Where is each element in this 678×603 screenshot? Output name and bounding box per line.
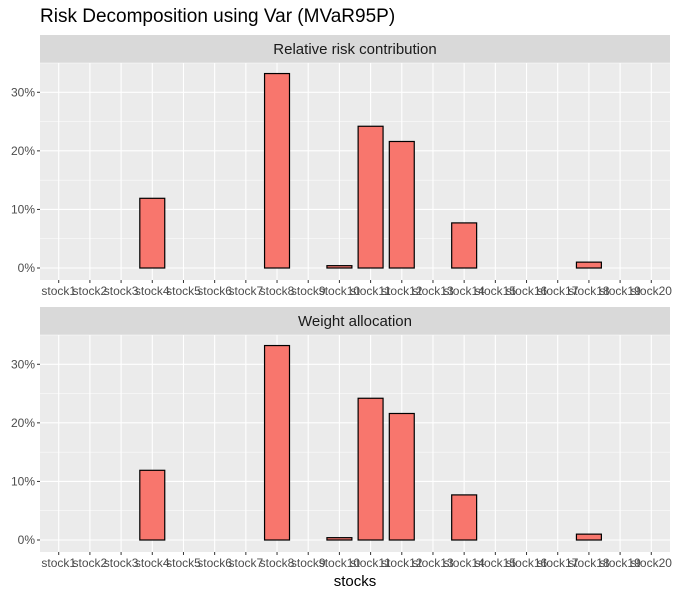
- facet-panels: Relative risk contribution 0% 10% 20% 30% sto…: [11, 35, 672, 570]
- x-tick-label: stock2: [73, 556, 108, 570]
- y-tick-label: 30%: [11, 85, 35, 99]
- x-tick-label: stock13: [412, 556, 454, 570]
- x-tick-label: stock8: [260, 556, 295, 570]
- x-tick-label: stock18: [568, 284, 610, 298]
- panel-background: [40, 63, 670, 280]
- x-axis-title: stocks: [334, 573, 377, 590]
- x-tick-label: stock6: [197, 284, 232, 298]
- x-tick-label: stock14: [443, 284, 485, 298]
- facet-panel: Relative risk contribution 0% 10% 20% 30% sto…: [11, 35, 672, 298]
- x-tick-label: stock6: [197, 556, 232, 570]
- x-tick-label: stock1: [41, 556, 76, 570]
- y-tick-label: 0%: [18, 533, 36, 547]
- x-tick-label: stock2: [73, 284, 108, 298]
- x-tick-label: stock16: [506, 556, 548, 570]
- bar-stock12: [388, 412, 415, 541]
- x-tick-label: stock17: [537, 556, 579, 570]
- bar-stock4: [139, 469, 166, 541]
- x-tick-label: stock17: [537, 284, 579, 298]
- x-tick-label: stock10: [319, 556, 361, 570]
- x-tick-label: stock12: [381, 284, 423, 298]
- y-tick-label: 20%: [11, 416, 35, 430]
- bar-stock14: [451, 222, 478, 269]
- x-tick-label: stock9: [291, 284, 326, 298]
- x-tick-label: stock14: [443, 556, 485, 570]
- x-tick-label: stock7: [228, 556, 263, 570]
- facet-strip-label: Relative risk contribution: [273, 41, 436, 58]
- x-tick-label: stock11: [350, 284, 391, 298]
- x-tick-label: stock16: [506, 284, 548, 298]
- bar-stock4: [139, 197, 166, 269]
- y-tick-label: 30%: [11, 357, 35, 371]
- bar-stock18: [575, 533, 602, 541]
- x-tick-label: stock13: [412, 284, 454, 298]
- chart-title: Risk Decomposition using Var (MVaR95P): [40, 6, 395, 27]
- y-tick-label: 10%: [11, 202, 35, 216]
- bar-stock14: [451, 494, 478, 541]
- x-tick-label: stock12: [381, 556, 423, 570]
- x-tick-label: stock9: [291, 556, 326, 570]
- facet-strip-label: Weight allocation: [298, 313, 412, 330]
- y-tick-label: 10%: [11, 474, 35, 488]
- x-tick-label: stock10: [319, 284, 361, 298]
- facet-panel: Weight allocation0%10%20%30%stock1stock2…: [11, 307, 672, 570]
- x-tick-label: stock20: [631, 284, 673, 298]
- bar-stock11: [357, 125, 384, 269]
- x-tick-label: stock19: [599, 284, 641, 298]
- x-tick-label: stock3: [104, 556, 139, 570]
- x-tick-label: stock19: [599, 556, 641, 570]
- y-tick-label: 20%: [11, 144, 35, 158]
- bar-stock10: [326, 265, 353, 269]
- x-tick-label: stock18: [568, 556, 610, 570]
- x-tick-label: stock7: [228, 284, 263, 298]
- x-tick-label: stock4: [135, 556, 170, 570]
- x-tick-label: stock20: [631, 556, 673, 570]
- bar-stock18: [575, 261, 602, 269]
- x-tick-label: stock4: [135, 284, 170, 298]
- x-tick-label: stock3: [104, 284, 139, 298]
- bar-stock8: [263, 72, 291, 269]
- x-tick-label: stock1: [41, 284, 76, 298]
- bar-stock12: [388, 140, 415, 269]
- bar-stock10: [326, 537, 353, 541]
- bar-stock11: [357, 397, 384, 541]
- facet-strip: [40, 35, 670, 63]
- bar-stock8: [263, 344, 291, 541]
- x-tick-label: stock5: [166, 284, 201, 298]
- x-tick-label: stock15: [475, 556, 517, 570]
- facet-strip: [40, 307, 670, 335]
- x-tick-label: stock11: [350, 556, 391, 570]
- x-tick-label: stock8: [260, 284, 295, 298]
- panel-background: [40, 335, 670, 552]
- x-tick-label: stock15: [475, 284, 517, 298]
- x-tick-label: stock5: [166, 556, 201, 570]
- y-tick-label: 0%: [18, 261, 36, 275]
